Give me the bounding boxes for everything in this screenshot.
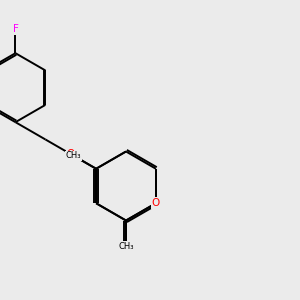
Text: O: O	[122, 242, 130, 251]
Text: CH₃: CH₃	[66, 151, 82, 160]
Text: F: F	[13, 24, 18, 34]
Text: CH₃: CH₃	[118, 242, 134, 251]
Text: O: O	[67, 149, 75, 159]
Text: O: O	[152, 198, 160, 208]
